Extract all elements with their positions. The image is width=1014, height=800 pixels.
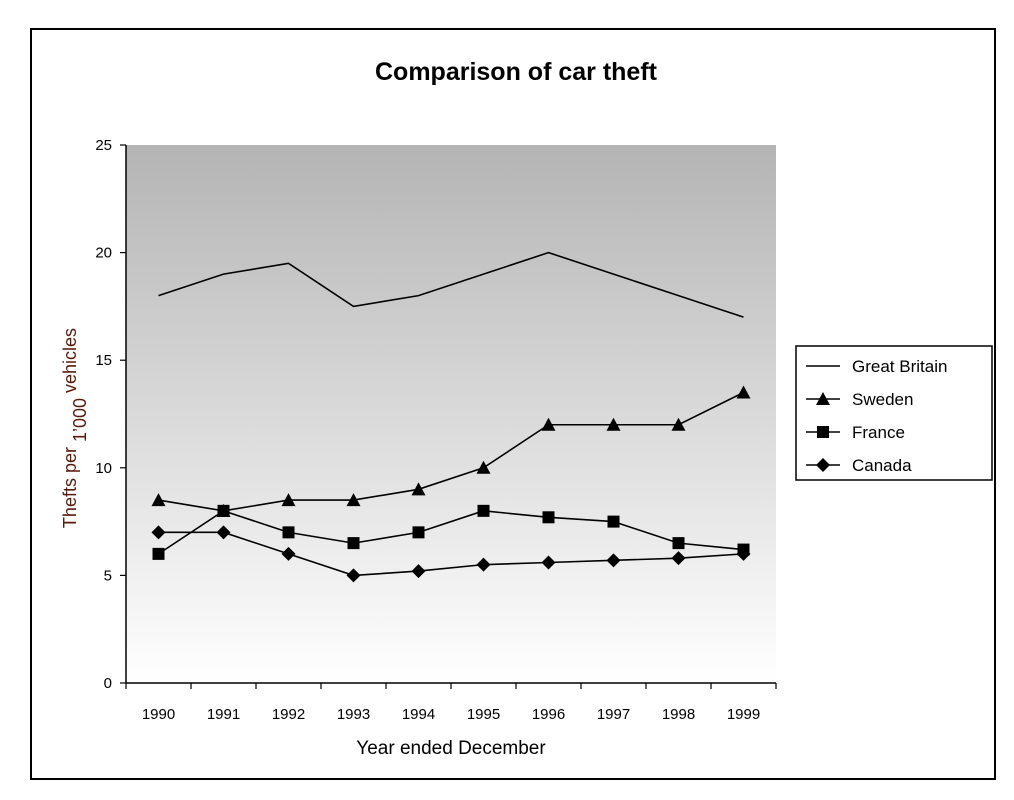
data-point-france (152, 547, 165, 560)
y-axis-title-part: Thefts per (60, 442, 80, 528)
data-point-france (542, 511, 555, 524)
x-tick-label: 1995 (467, 706, 500, 723)
data-point-canada (216, 525, 231, 540)
series-line-sweden (158, 391, 744, 512)
data-point-canada (411, 564, 426, 579)
y-tick-label: 0 (104, 675, 112, 692)
series-great-britain (158, 251, 744, 318)
x-tick-label: 1998 (662, 706, 695, 723)
data-point-france (347, 537, 360, 550)
legend-label-canada: Canada (852, 456, 912, 475)
legend-box (795, 345, 993, 481)
x-tick-label: 1994 (402, 706, 435, 723)
legend: Great Britain Sweden France Canada (795, 345, 993, 481)
data-point-canada (151, 525, 166, 540)
plot-area (126, 145, 776, 683)
x-tick-label: 1993 (337, 706, 370, 723)
y-axis-title: Thefts per 1’000 vehicles (60, 328, 90, 528)
y-axis-title-part: 1’000 (70, 398, 90, 442)
series-line-great-britain (158, 251, 744, 318)
data-point-canada (281, 546, 296, 561)
series-line-france (158, 509, 744, 555)
data-point-canada (671, 551, 686, 566)
series-canada (151, 525, 751, 583)
series-group (151, 251, 751, 583)
data-point-sweden (606, 417, 621, 431)
data-point-sweden (541, 417, 556, 431)
y-axis-title-part: vehicles (60, 328, 80, 398)
series-france (152, 504, 750, 560)
data-point-france (217, 504, 230, 517)
legend-label-great-britain: Great Britain (852, 357, 947, 376)
x-tick-label: 1991 (207, 706, 240, 723)
data-point-sweden (281, 493, 296, 507)
y-tick-label: 20 (95, 245, 112, 262)
y-tick-label: 15 (95, 352, 112, 369)
y-tick-label: 25 (95, 137, 112, 154)
data-point-canada (736, 546, 751, 561)
data-point-canada (541, 555, 556, 570)
data-point-france (412, 526, 425, 539)
data-point-france (477, 504, 490, 517)
data-point-canada (606, 553, 621, 568)
data-point-sweden (476, 460, 491, 474)
y-tick-label: 10 (95, 460, 112, 477)
y-axis-ticks: 0 5 10 15 20 25 (95, 137, 126, 692)
x-tick-label: 1992 (272, 706, 305, 723)
legend-marker-sweden (816, 392, 830, 405)
legend-marker-canada (816, 458, 830, 472)
y-tick-label: 5 (104, 567, 112, 584)
x-tick-label: 1990 (142, 706, 175, 723)
data-point-canada (476, 557, 491, 572)
legend-label-sweden: Sweden (852, 390, 913, 409)
data-point-sweden (411, 482, 426, 496)
data-point-sweden (736, 385, 751, 399)
x-axis-ticks: 1990 1991 1992 1993 1994 1995 1996 1997 1998 1999 (125, 683, 777, 723)
chart-title: Comparison of car theft (375, 58, 658, 86)
data-point-france (672, 537, 685, 550)
data-point-france (282, 526, 295, 539)
legend-marker-france (817, 426, 829, 438)
x-axis-title: Year ended December (356, 738, 546, 759)
series-line-canada (158, 531, 744, 577)
data-point-sweden (151, 493, 166, 507)
x-tick-label: 1996 (532, 706, 565, 723)
chart-frame: Comparison of car theft 0 5 10 15 20 25 1990 1… (30, 28, 996, 780)
data-point-canada (346, 568, 361, 583)
data-point-sweden (671, 417, 686, 431)
x-tick-label: 1999 (727, 706, 760, 723)
x-tick-label: 1997 (597, 706, 630, 723)
data-point-sweden (346, 493, 361, 507)
legend-label-france: France (852, 423, 905, 442)
data-point-france (607, 515, 620, 528)
